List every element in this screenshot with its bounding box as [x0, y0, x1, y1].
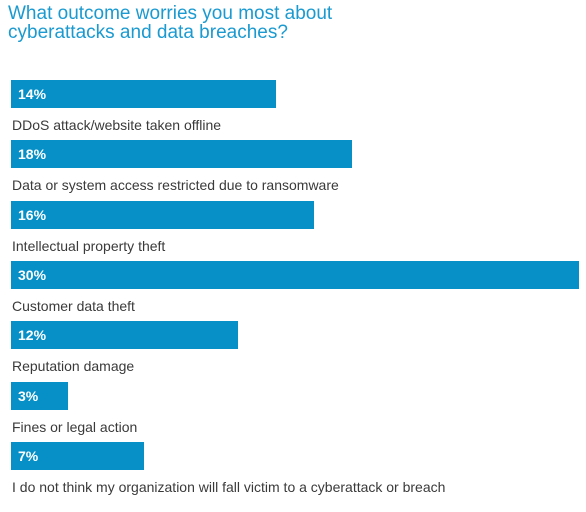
bar-row: 30% Customer data theft	[11, 260, 581, 321]
bar-row: 14% DDoS attack/website taken offline	[11, 80, 581, 140]
bar-value-label: 16%	[18, 206, 47, 223]
category-label: Reputation damage	[12, 358, 135, 375]
bar-value-label: 12%	[18, 327, 47, 344]
bar-row: 7% I do not think my organization will fa…	[11, 441, 581, 502]
bar: 30%	[11, 260, 579, 289]
bar-value-label: 3%	[18, 387, 39, 404]
category-label: Intellectual property theft	[12, 237, 166, 254]
bar-row: 3% Fines or legal action	[11, 381, 581, 442]
bar: 12%	[11, 321, 239, 350]
bar-row: 18% Data or system access restricted due …	[11, 140, 581, 200]
category-label: I do not think my organization will fall…	[12, 478, 446, 495]
category-label: Fines or legal action	[12, 418, 138, 435]
category-label: Customer data theft	[12, 297, 135, 314]
bar-value-label: 30%	[18, 266, 47, 283]
category-label: DDoS attack/website taken offline	[12, 117, 222, 133]
bar: 16%	[11, 200, 314, 229]
chart-title-line-2: cyberattacks and data breaches?	[8, 22, 288, 43]
bar: 3%	[11, 381, 68, 410]
bar: 7%	[11, 441, 144, 470]
bar-value-label: 18%	[18, 146, 47, 163]
bar-value-label: 14%	[18, 86, 47, 102]
chart-title-line-1: What outcome worries you most about	[8, 3, 333, 24]
bar: 18%	[11, 140, 352, 169]
category-label: Data or system access restricted due to …	[12, 177, 339, 194]
bar-row: 16% Intellectual property theft	[11, 200, 581, 261]
chart-title: What outcome worries you most about cybe…	[8, 4, 568, 42]
bar-value-label: 7%	[18, 447, 39, 464]
bar-row: 12% Reputation damage	[11, 321, 581, 381]
bar: 14%	[11, 80, 277, 108]
